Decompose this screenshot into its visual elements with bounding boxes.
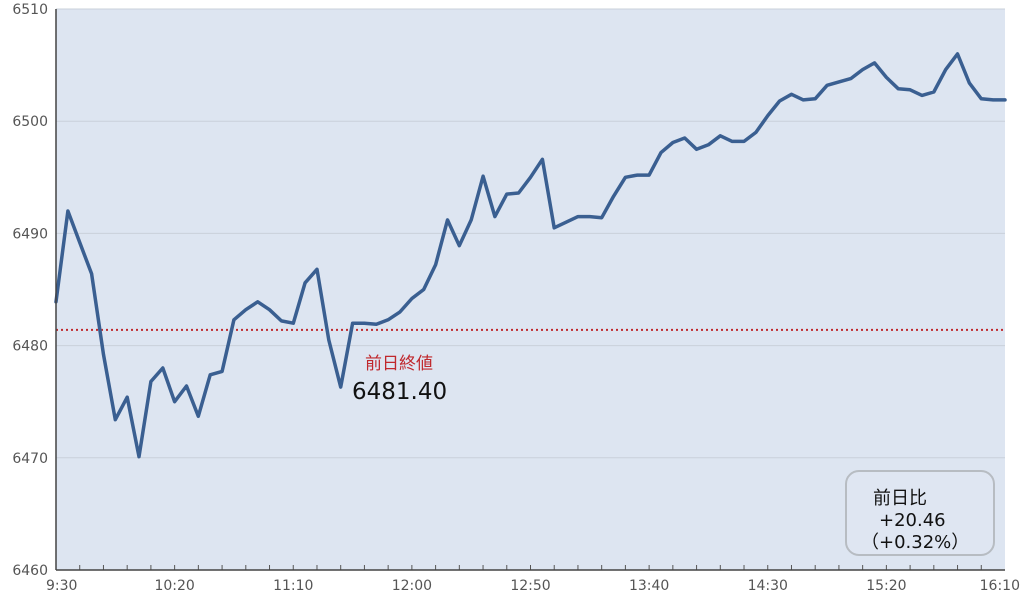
change-summary-box: 前日比 +20.46 （+0.32%） [845,470,995,556]
change-label: 前日比 [873,488,927,509]
x-axis-tick-labels: 9:30 10:20 11:10 12:00 12:50 13:40 14:30 15:20 1… [46,578,1020,594]
y-tick-label: 6490 [12,226,48,242]
axes [55,9,1005,571]
reference-value: 6481.40 [352,379,447,405]
x-axis-ticks [79,565,982,570]
change-value: +20.46 [879,510,946,531]
price-line [54,52,1007,459]
x-tick-label: 9:30 [46,578,77,594]
x-tick-label: 14:30 [748,578,788,594]
y-tick-label: 6480 [12,339,48,355]
y-tick-label: 6460 [12,563,48,579]
x-tick-label: 10:20 [154,578,194,594]
x-tick-label: 13:40 [629,578,669,594]
y-axis-tick-labels: 6510 6500 6490 6480 6470 6460 [12,2,48,579]
y-tick-label: 6470 [12,451,48,467]
x-tick-label: 11:10 [273,578,313,594]
x-tick-label: 12:00 [392,578,432,594]
reference-label: 前日終値 [365,354,433,374]
y-tick-label: 6500 [12,114,48,130]
x-tick-label: 15:20 [866,578,906,594]
x-tick-label: 16:10 [980,578,1020,594]
x-tick-label: 12:50 [510,578,550,594]
y-tick-label: 6510 [12,2,48,18]
change-percent: （+0.32%） [861,532,970,553]
